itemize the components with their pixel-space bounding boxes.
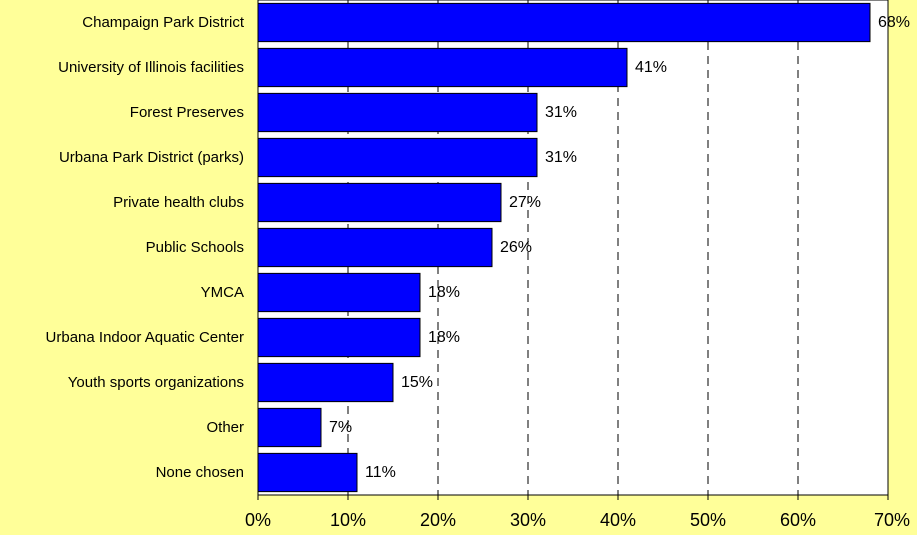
data-label: 18% — [428, 284, 460, 301]
bars — [257, 2, 871, 493]
data-label: 31% — [545, 149, 577, 166]
category-label: Public Schools — [146, 239, 244, 256]
category-label: Champaign Park District — [82, 14, 245, 31]
x-axis-ticks: 0% 10% 20% 30% 40% 50% 60% 70% — [245, 495, 910, 530]
bar — [257, 272, 421, 313]
bar — [257, 362, 394, 403]
bar — [257, 92, 538, 133]
data-labels: 68% 41% 31% 31% 27% 26% 18% 18% 15% 7% 11% — [329, 14, 910, 481]
category-labels: Champaign Park District University of Ill… — [46, 14, 245, 481]
bar — [257, 452, 358, 493]
data-label: 11% — [365, 464, 396, 481]
tick-label: 50% — [690, 510, 726, 530]
tick-label: 60% — [780, 510, 816, 530]
tick-label: 0% — [245, 510, 271, 530]
tick-label: 20% — [420, 510, 456, 530]
bar — [257, 2, 871, 43]
data-label: 68% — [878, 14, 910, 31]
data-label: 15% — [401, 374, 433, 391]
category-label: Urbana Indoor Aquatic Center — [46, 329, 244, 346]
category-label: University of Illinois facilities — [58, 59, 244, 76]
bar — [257, 407, 322, 448]
grid-lines — [347, 0, 799, 495]
category-label: Other — [206, 419, 244, 436]
data-label: 26% — [500, 239, 532, 256]
tick-label: 70% — [874, 510, 910, 530]
bar — [257, 182, 502, 223]
category-label: Forest Preserves — [130, 104, 244, 121]
category-label: Private health clubs — [113, 194, 244, 211]
tick-label: 30% — [510, 510, 546, 530]
tick-label: 10% — [330, 510, 366, 530]
category-label: None chosen — [156, 464, 244, 481]
bar — [257, 47, 628, 88]
data-label: 27% — [509, 194, 541, 211]
bar — [257, 137, 538, 178]
category-label: YMCA — [201, 284, 244, 301]
tick-label: 40% — [600, 510, 636, 530]
category-label: Urbana Park District (parks) — [59, 149, 244, 166]
data-label: 18% — [428, 329, 460, 346]
data-label: 41% — [635, 59, 667, 76]
bar — [257, 317, 421, 358]
data-label: 31% — [545, 104, 577, 121]
data-label: 7% — [329, 419, 352, 436]
category-label: Youth sports organizations — [68, 374, 244, 391]
bar — [257, 227, 493, 268]
